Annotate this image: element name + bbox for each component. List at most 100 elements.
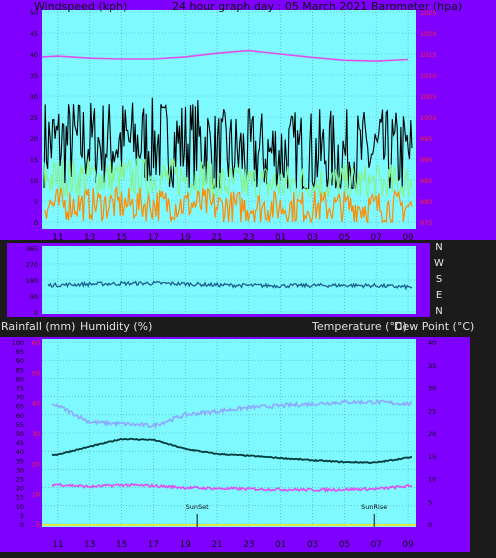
wind-direction-series-line — [47, 280, 413, 291]
temperature-y-ticks: 0 5 10 15 20 25 30 35 40 — [428, 339, 436, 529]
humidity-tick-label: 30 — [16, 466, 24, 474]
climate-x-tick-label: 23 — [243, 540, 254, 550]
sunset-label: SunSet — [186, 503, 209, 511]
direction-tick-label: 360 — [26, 245, 38, 253]
windspeed-tick-label: 15 — [30, 156, 38, 164]
dewpoint-axis-title: Dew Point (°C) — [394, 320, 474, 333]
humidity-tick-label: 5 — [20, 512, 24, 520]
climate-x-tick-label: 13 — [84, 540, 95, 550]
wind-x-tick-label: 13 — [84, 233, 95, 243]
climate-x-tick-label: 11 — [52, 540, 63, 550]
rainfall-y-ticks: 0 10 20 30 40 50 60 — [32, 339, 40, 529]
temperature-tick-label: 40 — [428, 339, 436, 347]
rainfall-tick-label: 40 — [32, 400, 40, 408]
direction-compass-label: E — [436, 290, 442, 301]
temperature-tick-label: 10 — [428, 476, 436, 484]
direction-compass-label: S — [436, 274, 442, 285]
humidity-tick-label: 15 — [16, 494, 24, 502]
barometer-tick-label: 975 — [420, 219, 432, 227]
direction-series — [47, 280, 413, 291]
wind-x-tick-label: 21 — [211, 233, 222, 243]
windspeed-tick-label: 40 — [30, 51, 38, 59]
windspeed-tick-label: 50 — [30, 9, 38, 17]
humidity-tick-label: 85 — [16, 366, 24, 374]
windspeed-tick-label: 35 — [30, 72, 38, 80]
direction-y-ticks: 360 270 180 90 0 — [26, 245, 38, 317]
climate-x-tick-label: 05 — [339, 540, 350, 550]
average-wind-series-line — [43, 158, 413, 199]
barometer-tick-label: 1000 — [420, 114, 437, 122]
climate-x-tick-label: 03 — [307, 540, 318, 550]
windspeed-series-line — [43, 185, 413, 225]
barometer-tick-label: 1005 — [420, 93, 437, 101]
wind-x-tick-label: 23 — [243, 233, 254, 243]
climate-x-tick-label: 07 — [370, 540, 381, 550]
humidity-tick-label: 80 — [16, 375, 24, 383]
sunrise-label: SunRise — [361, 503, 387, 511]
climate-x-tick-label: 01 — [275, 540, 286, 550]
direction-tick-label: 270 — [26, 261, 38, 269]
barometer-tick-label: 980 — [420, 198, 432, 206]
windspeed-tick-label: 25 — [30, 114, 38, 122]
barometer-tick-label: 1015 — [420, 51, 437, 59]
wind-series — [41, 49, 413, 225]
wind-x-tick-label: 01 — [275, 233, 286, 243]
barometer-series-line — [41, 49, 409, 62]
temperature-series-line — [51, 437, 413, 464]
humidity-tick-label: 100 — [12, 339, 24, 347]
direction-compass-label: N — [435, 306, 442, 317]
climate-series — [42, 398, 416, 526]
wind-y-ticks: 0 5 10 15 20 25 30 35 40 45 50 — [30, 9, 38, 227]
humidity-tick-label: 75 — [16, 385, 24, 393]
barometer-tick-label: 990 — [420, 156, 432, 164]
humidity-tick-label: 25 — [16, 476, 24, 484]
temperature-tick-label: 5 — [428, 498, 432, 506]
humidity-tick-label: 95 — [16, 348, 24, 356]
direction-tick-label: 180 — [26, 277, 38, 285]
climate-x-ticks: 11 13 15 17 19 21 23 01 03 05 07 09 — [52, 540, 414, 550]
temperature-tick-label: 25 — [428, 407, 436, 415]
humidity-tick-label: 10 — [16, 503, 24, 511]
barometer-tick-label: 985 — [420, 177, 432, 185]
wind-x-ticks: 11 13 15 17 19 21 23 01 03 05 07 09 — [52, 233, 414, 243]
barometer-tick-label: 1010 — [420, 72, 437, 80]
barometer-tick-label: 1025 — [420, 9, 437, 17]
gust-series-line — [43, 97, 413, 190]
rainfall-tick-label: 10 — [32, 491, 40, 499]
temperature-tick-label: 35 — [428, 362, 436, 370]
direction-compass-label: W — [434, 258, 444, 269]
direction-grid — [42, 247, 416, 313]
temperature-tick-label: 0 — [428, 521, 432, 529]
climate-x-tick-label: 09 — [402, 540, 414, 550]
wind-x-tick-label: 03 — [307, 233, 318, 243]
graph-title: 24 hour graph day : 05 March 2021 — [172, 0, 367, 13]
climate-x-tick-label: 21 — [211, 540, 222, 550]
humidity-tick-label: 70 — [16, 394, 24, 402]
humidity-axis-title: Humidity (%) — [80, 320, 152, 333]
wind-x-tick-label: 17 — [148, 233, 159, 243]
temperature-axis-title: Temperature (°C) — [311, 320, 407, 333]
barometer-y-ticks: 975 980 985 990 995 1000 1005 1010 1015 1020 1025 — [420, 9, 437, 227]
wind-x-tick-label: 05 — [339, 233, 350, 243]
windspeed-tick-label: 0 — [34, 219, 38, 227]
humidity-tick-label: 65 — [16, 403, 24, 411]
rainfall-tick-label: 60 — [32, 339, 40, 347]
humidity-tick-label: 20 — [16, 485, 24, 493]
temperature-tick-label: 20 — [428, 430, 436, 438]
wind-x-tick-label: 19 — [180, 233, 192, 243]
rainfall-tick-label: 30 — [32, 430, 40, 438]
climate-x-tick-label: 15 — [116, 540, 127, 550]
climate-x-tick-label: 17 — [148, 540, 159, 550]
climate-grid — [42, 341, 416, 528]
wind-x-tick-label: 15 — [116, 233, 127, 243]
humidity-tick-label: 55 — [16, 421, 24, 429]
windspeed-tick-label: 20 — [30, 135, 38, 143]
humidity-tick-label: 0 — [20, 521, 24, 529]
windspeed-tick-label: 10 — [30, 177, 38, 185]
windspeed-tick-label: 30 — [30, 93, 38, 101]
rainfall-tick-label: 20 — [32, 460, 40, 468]
